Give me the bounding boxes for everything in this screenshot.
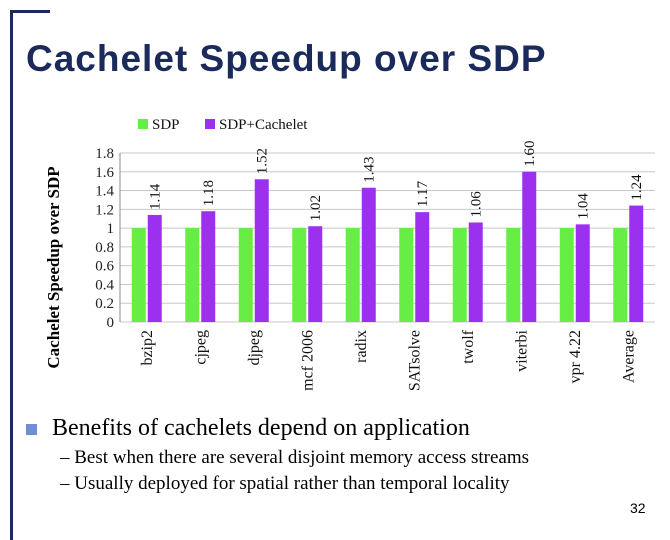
bar-sdp: [613, 228, 628, 322]
bar-sdp-cachelet: [201, 211, 216, 322]
x-category-label: Average: [620, 330, 637, 383]
x-category-label: SATsolve: [406, 330, 423, 391]
bar-sdp-cachelet: [522, 171, 537, 322]
data-label: 1.04: [576, 193, 592, 220]
y-tick-label: 0.4: [95, 277, 114, 293]
data-label: 1.02: [308, 195, 324, 221]
bar-sdp-cachelet: [147, 214, 162, 322]
y-tick-label: 0.6: [95, 259, 114, 275]
x-category-label: twolf: [460, 329, 477, 363]
bar-sdp: [506, 228, 521, 322]
y-tick-label: 1: [107, 221, 115, 237]
sub-bullet-2: – Usually deployed for spatial rather th…: [60, 473, 510, 494]
data-label: 1.43: [362, 156, 378, 182]
bar-sdp: [292, 228, 307, 322]
y-axis-title: Cachelet Speedup over SDP: [44, 166, 63, 368]
bar-sdp-cachelet: [575, 224, 590, 322]
sub-bullet-1: – Best when there are several disjoint m…: [60, 447, 530, 468]
data-label: 1.52: [255, 148, 271, 174]
bar-sdp: [452, 228, 467, 322]
y-tick-label: 0: [107, 315, 115, 331]
bar-sdp: [131, 228, 146, 322]
x-category-label: vpr 4.22: [567, 330, 584, 383]
page-number: 32: [630, 500, 646, 516]
bar-sdp: [345, 228, 360, 322]
data-label: 1.14: [148, 183, 164, 210]
slide-title: Cachelet Speedup over SDP: [26, 38, 547, 79]
y-tick-label: 1.2: [95, 202, 114, 218]
bar-sdp: [238, 228, 253, 322]
x-category-label: cjpeg: [192, 330, 209, 365]
legend-label: SDP: [152, 117, 180, 133]
legend-swatch: [138, 119, 148, 129]
bar-sdp: [559, 228, 574, 322]
data-label: 1.17: [415, 180, 431, 207]
bar-sdp-cachelet: [254, 179, 269, 322]
bullet-square-icon: [26, 424, 37, 435]
data-label: 1.18: [201, 180, 217, 206]
bar-sdp-cachelet: [629, 205, 644, 322]
bar-sdp-cachelet: [415, 212, 430, 322]
main-bullet: Benefits of cachelets depend on applicat…: [52, 415, 470, 441]
data-label: 1.60: [522, 141, 538, 167]
bar-sdp-cachelet: [468, 222, 483, 322]
x-category-label: djpeg: [246, 330, 263, 366]
legend-swatch: [205, 119, 215, 129]
y-tick-label: 1.6: [95, 165, 114, 181]
data-label: 1.06: [469, 191, 485, 218]
speedup-bar-chart: 0 0.2 0.4 0.6 0.8 1 1.2 1.4 1.6 1.8 1.14 bzip2 1.18 c…: [44, 117, 655, 391]
x-category-label: viterbi: [513, 329, 530, 371]
y-tick-label: 1.8: [95, 146, 114, 162]
legend-label: SDP+Cachelet: [219, 117, 308, 133]
frame-left-bar: [10, 10, 13, 540]
x-category-label: radix: [353, 330, 370, 363]
x-category-label: bzip2: [139, 330, 156, 366]
y-tick-label: 0.2: [95, 296, 114, 312]
y-tick-label: 0.8: [95, 240, 114, 256]
bar-sdp: [185, 228, 200, 322]
bar-sdp-cachelet: [308, 226, 323, 322]
y-tick-label: 1.4: [95, 184, 114, 200]
x-category-label: mcf 2006: [299, 330, 316, 391]
frame-top-bar: [10, 10, 50, 13]
data-label: 1.24: [629, 174, 645, 201]
bar-sdp-cachelet: [361, 187, 376, 322]
bar-sdp: [399, 228, 414, 322]
